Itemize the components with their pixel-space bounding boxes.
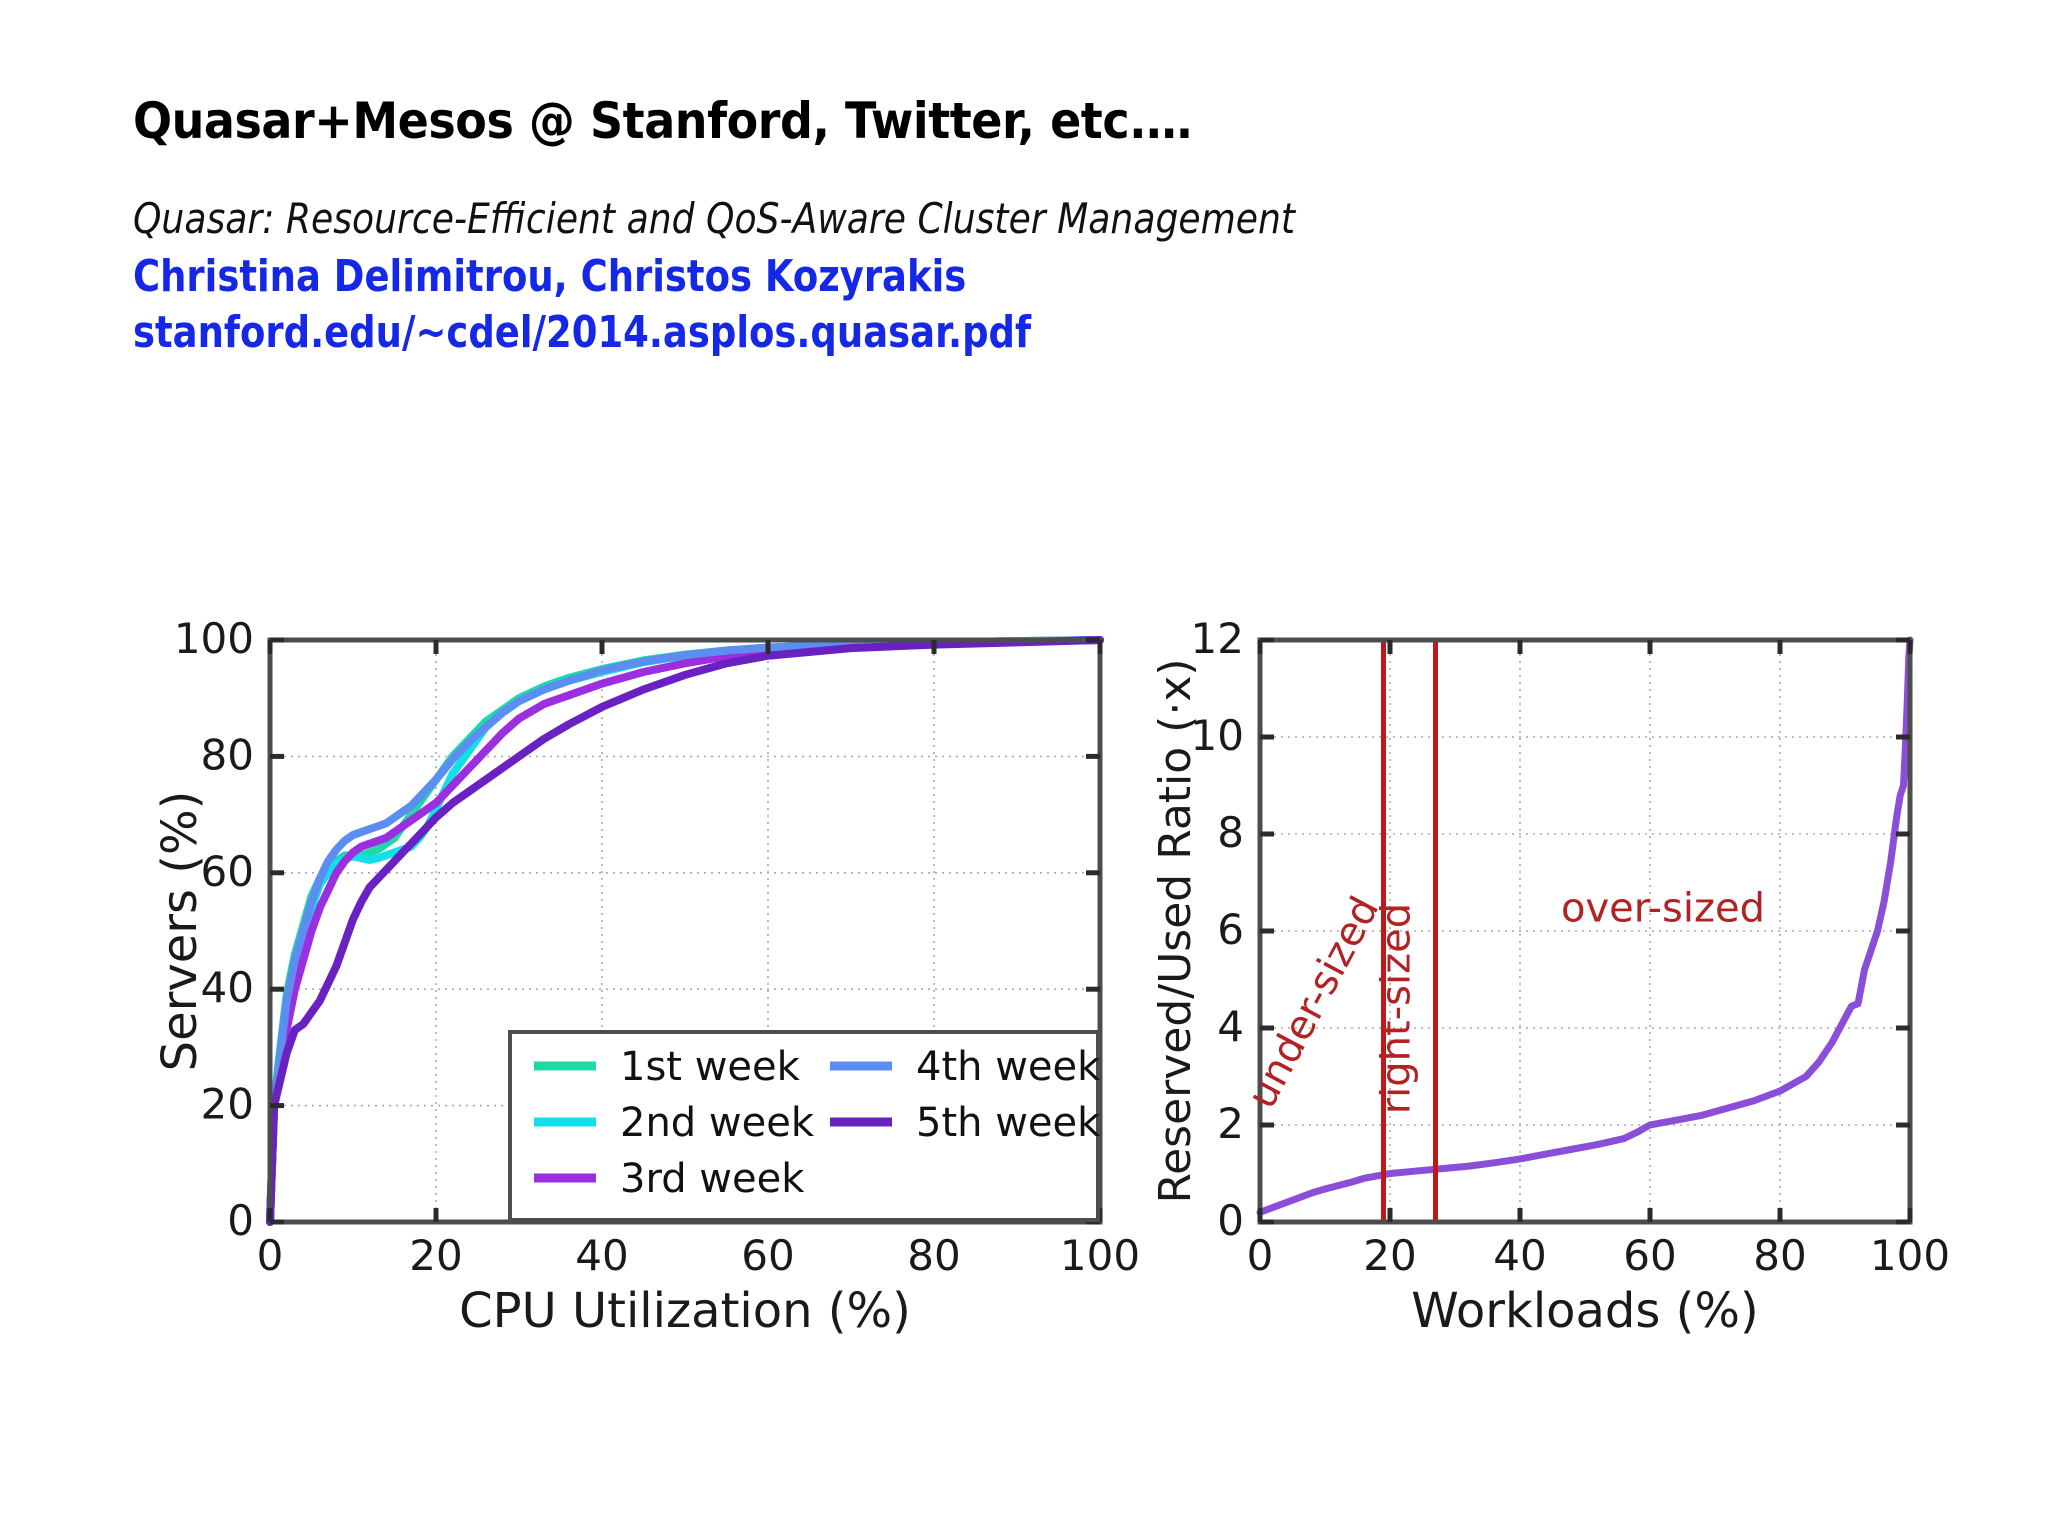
x-axis-title: Workloads (%) (1411, 1283, 1758, 1339)
y-tick-label: 10 (1191, 711, 1244, 760)
authors-line: Christina Delimitrou, Christos Kozyrakis (133, 251, 1393, 303)
y-tick-label: 20 (201, 1080, 254, 1129)
y-tick-label: 80 (201, 730, 254, 779)
author-separator: , (553, 250, 568, 302)
paper-title: Quasar: Resource-Efficient and QoS-Aware… (133, 193, 1296, 243)
author-name-1[interactable]: Christina Delimitrou (133, 250, 554, 302)
y-tick-label: 40 (201, 963, 254, 1012)
x-tick-label: 60 (741, 1231, 794, 1280)
y-tick-label: 0 (227, 1196, 254, 1245)
y-tick-label: 4 (1217, 1002, 1244, 1051)
x-tick-label: 100 (1870, 1231, 1950, 1280)
legend-label: 2nd week (620, 1100, 815, 1146)
y-tick-label: 0 (1217, 1196, 1244, 1245)
x-tick-label: 0 (257, 1231, 284, 1280)
x-axis-title: CPU Utilization (%) (459, 1283, 911, 1339)
legend-label: 4th week (916, 1044, 1101, 1090)
y-tick-label: 100 (174, 614, 254, 663)
cpu-utilization-plot: 0 20 40 60 80 100 0 20 40 60 80 100 CPU Utilization … (152, 614, 1140, 1339)
x-tick-label: 60 (1623, 1231, 1676, 1280)
series-4th-week (266, 636, 1104, 1226)
region-annotation-label: right-sized (1374, 903, 1420, 1114)
x-tick-label: 80 (907, 1231, 960, 1280)
reserved-used-ratio-plot: 0 2 4 6 8 10 12 0 20 40 60 80 100 Workloads (%) Reserv… (1150, 614, 1950, 1339)
x-tick-label: 100 (1060, 1231, 1140, 1280)
figure-area: 0 20 40 60 80 100 0 20 40 60 80 100 CPU Utilization … (0, 600, 2048, 1360)
x-tick-label: 40 (1493, 1231, 1546, 1280)
x-tick-label: 0 (1247, 1231, 1274, 1280)
y-axis-title: Servers (%) (152, 791, 208, 1072)
y-tick-label: 8 (1217, 808, 1244, 857)
series-reserved-used-ratio (1256, 636, 1914, 1216)
chart-legend: 1st week 2nd week 3rd week 4th week 5th week (508, 1030, 1101, 1222)
series-5th-week (266, 636, 1104, 1226)
y-tick-label: 6 (1217, 905, 1244, 954)
x-tick-label: 40 (575, 1231, 628, 1280)
y-tick-label: 60 (201, 847, 254, 896)
series-3rd-week (266, 636, 1104, 1226)
y-tick-label: 12 (1191, 614, 1244, 663)
x-tick-label: 20 (409, 1231, 462, 1280)
legend-label: 5th week (916, 1100, 1101, 1146)
slide-header: Quasar+Mesos @ Stanford, Twitter, etc.… … (133, 95, 1633, 359)
paper-url-link[interactable]: stanford.edu/~cdel/2014.asplos.quasar.pd… (133, 306, 1032, 358)
chart-reserved-used-ratio-cdf: 0 2 4 6 8 10 12 0 20 40 60 80 100 Workloads (%) Reserv… (1150, 600, 1980, 1360)
x-tick-label: 80 (1753, 1231, 1806, 1280)
region-annotation-label: over-sized (1561, 885, 1765, 931)
y-axis-title: Reserved/Used Ratio (·x) (1150, 658, 1201, 1203)
x-tick-label: 20 (1363, 1231, 1416, 1280)
chart-cpu-utilization-cdf: 0 20 40 60 80 100 0 20 40 60 80 100 CPU Utilization … (150, 600, 1160, 1360)
author-name-2[interactable]: Christos Kozyrakis (580, 250, 967, 302)
legend-label: 1st week (620, 1044, 801, 1090)
y-tick-label: 2 (1217, 1099, 1244, 1148)
legend-label: 3rd week (620, 1156, 805, 1202)
page-title: Quasar+Mesos @ Stanford, Twitter, etc.… (133, 92, 1192, 150)
